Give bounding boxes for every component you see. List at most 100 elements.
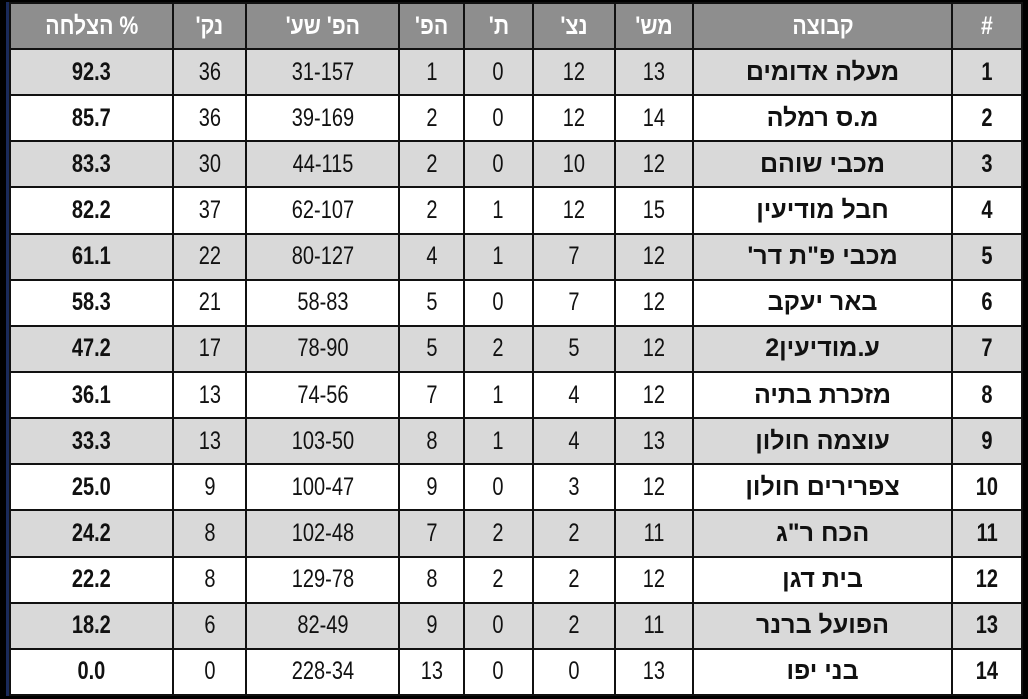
cell-played: 12 (614, 232, 695, 281)
cell-points: 8 (171, 509, 248, 558)
cell-points: 0 (171, 647, 248, 697)
header-team: קבוצה (692, 2, 953, 50)
header-lost: הפ' (397, 2, 466, 50)
cell-rank: 1 (950, 47, 1024, 97)
table-row: 14 בני יפו 13 0 0 13 228-34 0 0.0 (9, 647, 1024, 697)
cell-won: 12 (531, 47, 617, 97)
cell-drawn: 1 (463, 370, 534, 420)
cell-goals: 103-50 (245, 417, 400, 466)
cell-won: 4 (531, 370, 617, 420)
cell-team: מעלה אדומים (692, 47, 953, 97)
cell-points: 37 (171, 186, 248, 235)
cell-lost: 8 (397, 555, 466, 604)
cell-played: 12 (614, 140, 695, 189)
standings-table-frame: # קבוצה מש' נצ' ת' הפ' הפ' שע' נק' % הצל… (6, 2, 1024, 697)
table-row: 4 חבל מודיעין 15 12 1 2 62-107 37 82.2 (9, 186, 1024, 235)
table-row: 5 מכבי פ"ת דר' 12 7 1 4 80-127 22 61.1 (9, 232, 1024, 281)
cell-pct: 0.0 (9, 647, 174, 697)
cell-lost: 7 (397, 370, 466, 420)
cell-goals: 58-83 (245, 278, 400, 327)
cell-lost: 5 (397, 324, 466, 373)
cell-drawn: 0 (463, 463, 534, 512)
cell-pct: 25.0 (9, 463, 174, 512)
table-row: 13 הפועל ברנר 11 2 0 9 82-49 6 18.2 (9, 601, 1024, 650)
cell-goals: 74-56 (245, 370, 400, 420)
header-played: מש' (614, 2, 695, 50)
cell-rank: 7 (950, 324, 1024, 373)
cell-team: מזכרת בתיה (692, 370, 953, 420)
cell-drawn: 1 (463, 232, 534, 281)
cell-pct: 18.2 (9, 601, 174, 650)
cell-team: הפועל ברנר (692, 601, 953, 650)
cell-won: 0 (531, 647, 617, 697)
cell-team: באר יעקב (692, 278, 953, 327)
table-row: 12 בית דגן 12 2 2 8 129-78 8 22.2 (9, 555, 1024, 604)
cell-drawn: 2 (463, 555, 534, 604)
cell-points: 36 (171, 94, 248, 143)
cell-pct: 33.3 (9, 417, 174, 466)
cell-points: 9 (171, 463, 248, 512)
cell-pct: 58.3 (9, 278, 174, 327)
cell-lost: 2 (397, 140, 466, 189)
header-pct: % הצלחה (9, 2, 174, 50)
cell-lost: 2 (397, 94, 466, 143)
cell-lost: 8 (397, 417, 466, 466)
cell-won: 3 (531, 463, 617, 512)
cell-lost: 2 (397, 186, 466, 235)
cell-points: 6 (171, 601, 248, 650)
cell-goals: 78-90 (245, 324, 400, 373)
cell-goals: 100-47 (245, 463, 400, 512)
cell-pct: 36.1 (9, 370, 174, 420)
cell-team: בני יפו (692, 647, 953, 697)
table-row: 8 מזכרת בתיה 12 4 1 7 74-56 13 36.1 (9, 370, 1024, 420)
cell-points: 36 (171, 47, 248, 97)
cell-lost: 9 (397, 601, 466, 650)
cell-lost: 7 (397, 509, 466, 558)
cell-rank: 10 (950, 463, 1024, 512)
cell-played: 12 (614, 278, 695, 327)
header-drawn: ת' (463, 2, 534, 50)
cell-lost: 5 (397, 278, 466, 327)
cell-rank: 14 (950, 647, 1024, 697)
cell-pct: 61.1 (9, 232, 174, 281)
cell-played: 11 (614, 601, 695, 650)
cell-points: 21 (171, 278, 248, 327)
cell-pct: 22.2 (9, 555, 174, 604)
cell-pct: 82.2 (9, 186, 174, 235)
cell-played: 15 (614, 186, 695, 235)
cell-rank: 11 (950, 509, 1024, 558)
cell-won: 4 (531, 417, 617, 466)
cell-pct: 85.7 (9, 94, 174, 143)
cell-points: 13 (171, 370, 248, 420)
cell-drawn: 2 (463, 509, 534, 558)
cell-goals: 44-115 (245, 140, 400, 189)
cell-rank: 5 (950, 232, 1024, 281)
cell-drawn: 1 (463, 417, 534, 466)
cell-pct: 83.3 (9, 140, 174, 189)
cell-team: צפרירים חולון (692, 463, 953, 512)
table-row: 6 באר יעקב 12 7 0 5 58-83 21 58.3 (9, 278, 1024, 327)
table-row: 11 הכח ר"ג 11 2 2 7 102-48 8 24.2 (9, 509, 1024, 558)
cell-rank: 6 (950, 278, 1024, 327)
cell-team: הכח ר"ג (692, 509, 953, 558)
cell-won: 10 (531, 140, 617, 189)
cell-won: 7 (531, 278, 617, 327)
cell-rank: 4 (950, 186, 1024, 235)
cell-played: 11 (614, 509, 695, 558)
cell-drawn: 0 (463, 140, 534, 189)
cell-played: 13 (614, 47, 695, 97)
cell-rank: 9 (950, 417, 1024, 466)
cell-drawn: 2 (463, 324, 534, 373)
cell-goals: 228-34 (245, 647, 400, 697)
header-points: נק' (171, 2, 248, 50)
table-row: 2 מ.ס רמלה 14 12 0 2 39-169 36 85.7 (9, 94, 1024, 143)
cell-played: 14 (614, 94, 695, 143)
cell-won: 2 (531, 509, 617, 558)
cell-rank: 8 (950, 370, 1024, 420)
table-row: 1 מעלה אדומים 13 12 0 1 31-157 36 92.3 (9, 47, 1024, 97)
table-row: 10 צפרירים חולון 12 3 0 9 100-47 9 25.0 (9, 463, 1024, 512)
cell-team: עוצמה חולון (692, 417, 953, 466)
cell-won: 12 (531, 94, 617, 143)
cell-team: מ.ס רמלה (692, 94, 953, 143)
cell-points: 22 (171, 232, 248, 281)
